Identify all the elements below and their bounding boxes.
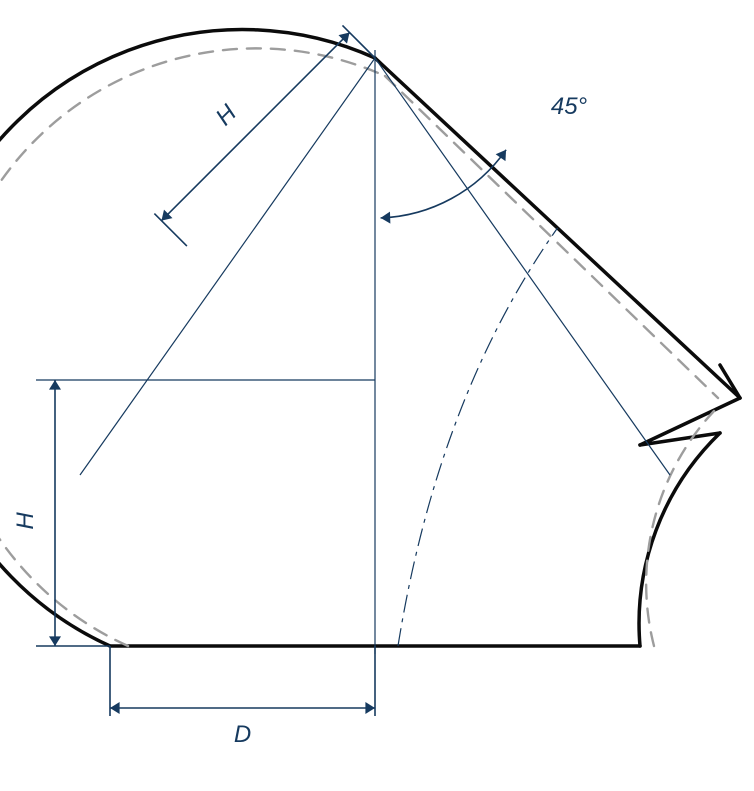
dim-label-angle: 45° bbox=[551, 93, 588, 120]
dim-label-D: D bbox=[234, 721, 251, 748]
dim-label-H_diag: H bbox=[211, 99, 243, 131]
center-layer bbox=[36, 50, 670, 654]
label-layer: H D H 45° bbox=[12, 93, 588, 748]
elbow-diagram: H D H 45° bbox=[0, 0, 754, 791]
hidden-layer bbox=[0, 48, 718, 646]
outline-layer bbox=[0, 30, 740, 646]
dimension-layer bbox=[36, 25, 506, 716]
dim-label-H_vertical: H bbox=[12, 512, 39, 530]
